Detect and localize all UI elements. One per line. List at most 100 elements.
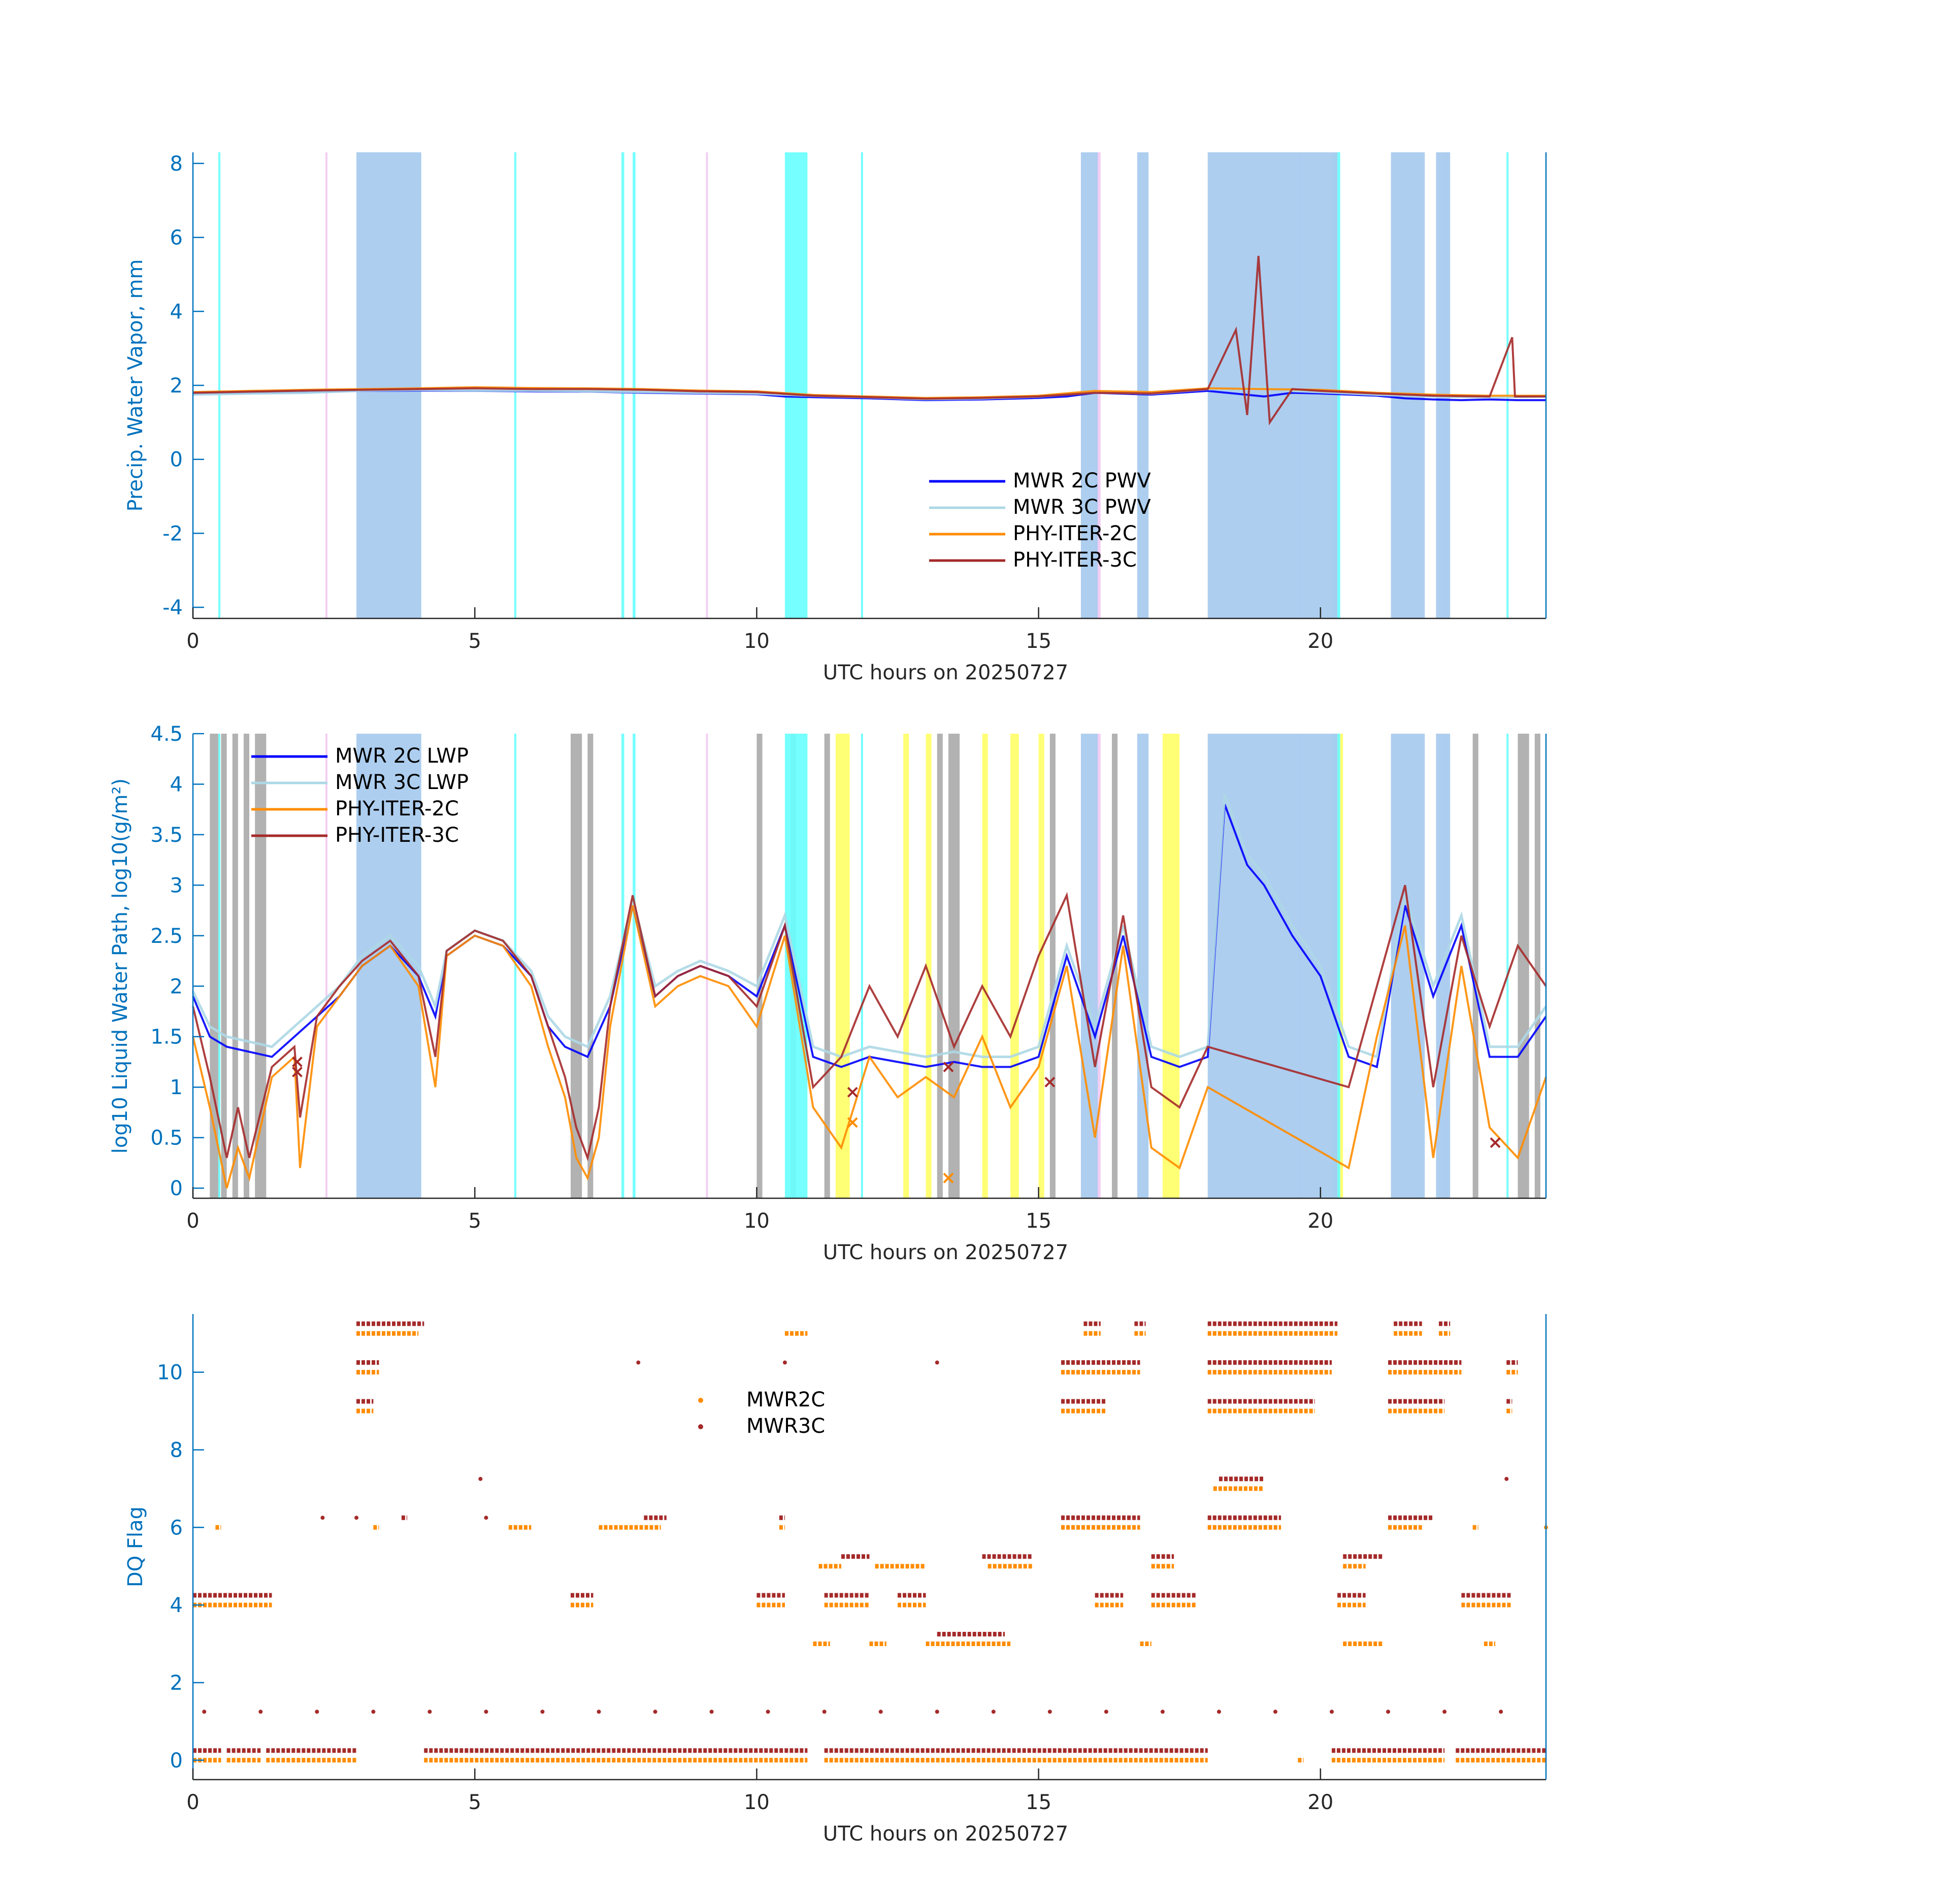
shading-band-gray	[587, 734, 594, 1198]
shading-band-blue	[1391, 152, 1425, 618]
y-tick-label: 2.5	[150, 925, 183, 948]
x-tick-label: 10	[744, 1209, 770, 1233]
y-tick-label: 3.5	[150, 824, 183, 847]
shading-band-cyan	[1506, 734, 1509, 1198]
dq-point-mwr3c	[478, 1476, 483, 1481]
x-tick-label: 20	[1307, 1209, 1333, 1233]
y-tick-label: 8	[170, 1438, 183, 1462]
dq-point-mwr3c	[315, 1710, 319, 1714]
x-marker-3c	[943, 1061, 954, 1072]
shading-band-gray	[221, 734, 227, 1198]
shading-band-blue	[1080, 152, 1098, 618]
shading-band-blue	[1137, 152, 1149, 618]
dq-point-mwr3c	[371, 1710, 376, 1714]
y-axis-label: Precip. Water Vapor, mm	[124, 259, 147, 512]
y-tick-label: 4	[170, 300, 183, 323]
x-marker-2c	[847, 1117, 858, 1128]
dq-point-mwr3c	[1273, 1710, 1277, 1714]
y-tick-label: -2	[162, 522, 183, 545]
shading-band-gray	[255, 734, 267, 1198]
pwv-panel: 0 5 10 15 20 -4 -2 0 2 4 6 8 UTC hours on 20250727 Pr…	[124, 152, 1547, 684]
dq-point-mwr3c	[1047, 1710, 1052, 1714]
dq-point-mwr3c	[822, 1710, 827, 1714]
shading-band-cyan	[1506, 152, 1509, 618]
shading-band-yellow	[1010, 734, 1019, 1198]
shading-band-cyan	[633, 152, 636, 618]
x-tick-label: 5	[468, 1791, 481, 1814]
shading-band-cyan	[621, 152, 624, 618]
shading-band-blue	[1080, 734, 1098, 1198]
dq-point-mwr3c	[636, 1360, 641, 1365]
dq-point-mwr3c	[1160, 1710, 1165, 1714]
dq-point-mwr3c	[1330, 1710, 1334, 1714]
y-tick-label: 0	[170, 448, 183, 472]
y-axis-label: log10 Liquid Water Path, log10(g/m²)	[109, 778, 132, 1154]
shading-band-cyan	[218, 152, 220, 618]
y-tick-label: 2	[170, 1671, 183, 1695]
y-tick-label: 6	[170, 1516, 183, 1539]
shading-band-gray	[756, 734, 763, 1198]
y-tick-label: 6	[170, 226, 183, 250]
x-marker-3c	[1490, 1137, 1501, 1148]
dq-point-mwr3c	[766, 1710, 770, 1714]
shading-band-yellow	[1162, 734, 1180, 1198]
y-tick-label: -4	[162, 596, 183, 619]
dq-point-mwr3c	[878, 1710, 883, 1714]
y-tick-label: 0	[170, 1177, 183, 1200]
dq-flag-panel: 0 5 10 15 20 0 2 4 6 8 10 UTC hours on 20250727 DQ F…	[124, 1314, 1548, 1846]
y-tick-label: 2	[170, 374, 183, 398]
shading-band-gray	[948, 734, 960, 1198]
x-tick-label: 5	[468, 1209, 481, 1233]
shading-band-yellow	[926, 734, 932, 1198]
shading-band-yellow	[1038, 734, 1044, 1198]
dq-point-mwr3c	[320, 1516, 325, 1520]
shading-band-cyan	[514, 734, 516, 1198]
x-tick-label: 15	[1026, 630, 1051, 653]
legend-label: MWR 3C LWP	[335, 771, 469, 794]
shading-band-cyan	[633, 734, 636, 1198]
y-tick-label: 4	[170, 773, 183, 796]
legend-label: MWR 3C PWV	[1013, 496, 1151, 519]
shading-band-gray	[1518, 734, 1529, 1198]
dq-point-mwr3c	[1442, 1710, 1447, 1714]
dq-point-mwr3c	[597, 1710, 601, 1714]
legend-label: PHY-ITER-2C	[1013, 522, 1137, 545]
shading-band-blue	[1207, 734, 1338, 1198]
shading-band-yellow	[835, 734, 850, 1198]
x-marker-3c	[292, 1066, 303, 1077]
dq-point-mwr3c	[991, 1710, 996, 1714]
x-tick-label: 0	[186, 630, 199, 653]
x-tick-label: 10	[744, 630, 770, 653]
dq-point-mwr3c	[1104, 1710, 1108, 1714]
y-tick-label: 1	[170, 1076, 183, 1099]
x-marker-3c	[1044, 1076, 1056, 1088]
series-line-phy-iter-2c	[192, 905, 1547, 1189]
shading-band-gray	[1049, 734, 1056, 1198]
series-line-mwr-3c-lwp	[191, 794, 1548, 1059]
x-marker-3c	[847, 1087, 858, 1098]
x-tick-label: 0	[186, 1791, 199, 1814]
dq-point-mwr3c	[484, 1516, 488, 1520]
x-axis-label: UTC hours on 20250727	[823, 1822, 1068, 1846]
y-tick-label: 0.5	[150, 1127, 183, 1150]
y-tick-label: 4	[170, 1594, 183, 1617]
x-tick-label: 5	[468, 630, 481, 653]
shading-band-pink	[706, 152, 708, 618]
legend-label: PHY-ITER-3C	[335, 824, 459, 847]
shading-band-yellow	[982, 734, 988, 1198]
shading-band-pink	[706, 734, 708, 1198]
shading-band-cyan	[861, 734, 863, 1198]
y-tick-label: 10	[157, 1361, 183, 1385]
shading-band-blue	[1207, 152, 1338, 618]
shading-band-blue	[1137, 734, 1149, 1198]
shading-band-cyan	[218, 734, 220, 1198]
shading-band-gray	[1534, 734, 1540, 1198]
x-marker-3c	[292, 1057, 303, 1067]
dq-point-mwr3c	[653, 1710, 657, 1714]
y-tick-label: 8	[170, 152, 183, 176]
legend-label: MWR2C	[746, 1388, 825, 1411]
dq-point-mwr3c	[1504, 1476, 1509, 1481]
x-tick-label: 0	[186, 1209, 199, 1233]
shading-band-gray	[243, 734, 250, 1198]
